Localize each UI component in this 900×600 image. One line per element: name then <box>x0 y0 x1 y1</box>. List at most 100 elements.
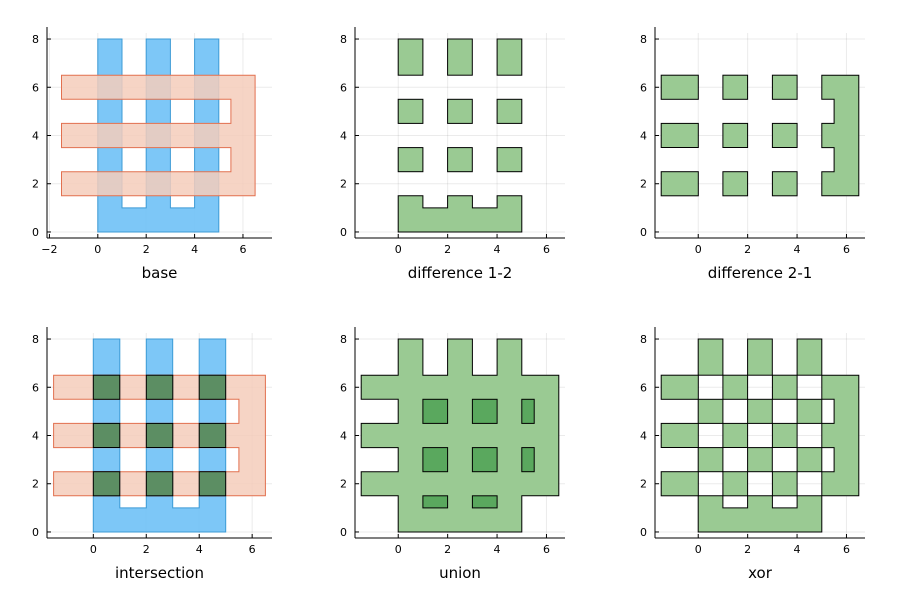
holes-rect <box>471 398 498 424</box>
y-tick-label: 4 <box>32 430 39 443</box>
x-tick-label: 2 <box>143 243 150 256</box>
x-tick-label: 4 <box>196 543 203 556</box>
x-tick-label: 2 <box>444 543 451 556</box>
holes-rect <box>422 495 449 509</box>
y-tick-label: 2 <box>340 178 347 191</box>
result-rect <box>447 38 473 76</box>
y-tick-label: 6 <box>340 381 347 394</box>
panel-difference-1-2: 0 2 4 6 0 2 4 6 8 difference 1-2 <box>340 27 565 282</box>
x-tick-label: 0 <box>695 243 702 256</box>
y-tick-label: 0 <box>640 526 647 539</box>
result-rect <box>660 471 699 497</box>
x-tick-label: 2 <box>744 543 751 556</box>
y-tick-label: 8 <box>32 333 39 346</box>
result-rect <box>771 374 798 400</box>
panel-intersection: 0 2 4 6 0 2 4 6 8 intersection <box>32 327 272 582</box>
result-rect <box>145 374 174 400</box>
y-tick-label: 8 <box>32 33 39 46</box>
result-polygon <box>697 495 823 533</box>
x-tick-label: 4 <box>794 243 801 256</box>
panel-xor: 0 2 4 6 0 2 4 6 8 xor <box>640 327 865 582</box>
y-tick-label: 6 <box>32 81 39 94</box>
x-tick-label: 0 <box>395 543 402 556</box>
result-polygon <box>360 338 560 533</box>
result-rect <box>747 447 773 473</box>
holes-rect <box>521 447 535 473</box>
result-rect <box>496 98 523 124</box>
result-rect <box>722 171 749 197</box>
y-tick-label: 8 <box>340 333 347 346</box>
result-rect <box>397 98 424 124</box>
y-tick-label: 6 <box>32 381 39 394</box>
result-rect <box>697 447 724 473</box>
y-tick-label: 8 <box>340 33 347 46</box>
x-tick-label: 6 <box>843 543 850 556</box>
x-tick-label: 0 <box>94 243 101 256</box>
y-tick-label: 6 <box>640 381 647 394</box>
panel-union: 0 2 4 6 0 2 4 6 8 union <box>340 327 565 582</box>
x-tick-label: 0 <box>695 543 702 556</box>
result-rect <box>92 422 121 448</box>
y-tick-label: 0 <box>340 526 347 539</box>
result-rect <box>660 74 699 100</box>
x-tick-label: 2 <box>444 243 451 256</box>
y-tick-label: 4 <box>640 430 647 443</box>
result-rect <box>722 122 749 149</box>
y-tick-label: 8 <box>640 33 647 46</box>
holes-rect <box>471 447 498 473</box>
result-rect <box>447 147 473 173</box>
result-rect <box>92 471 121 497</box>
x-tick-label: 6 <box>249 543 256 556</box>
y-tick-label: 4 <box>640 130 647 143</box>
result-rect <box>796 338 823 376</box>
y-tick-label: 2 <box>640 478 647 491</box>
x-tick-label: 0 <box>90 543 97 556</box>
result-rect <box>198 422 227 448</box>
result-rect <box>796 447 823 473</box>
result-rect <box>722 74 749 100</box>
holes-rect <box>471 495 498 509</box>
result-rect <box>722 471 749 497</box>
result-rect <box>697 398 724 424</box>
y-tick-label: 2 <box>640 178 647 191</box>
y-tick-label: 2 <box>340 478 347 491</box>
y-tick-label: 0 <box>340 226 347 239</box>
result-rect <box>145 422 174 448</box>
result-rect <box>660 374 699 400</box>
x-tick-label: 4 <box>794 543 801 556</box>
result-rect <box>447 98 473 124</box>
x-tick-label: 6 <box>239 243 246 256</box>
x-tick-label: 6 <box>543 243 550 256</box>
y-tick-label: 2 <box>32 178 39 191</box>
result-rect <box>747 338 773 376</box>
y-tick-label: 0 <box>32 226 39 239</box>
panel-difference-2-1: 0 2 4 6 0 2 4 6 8 difference 2-1 <box>640 27 865 282</box>
result-rect <box>722 374 749 400</box>
shape-2-polygon <box>61 74 256 197</box>
result-rect <box>722 422 749 448</box>
x-axis-label: base <box>142 264 178 282</box>
result-polygon <box>821 74 860 197</box>
result-rect <box>697 338 724 376</box>
result-polygon <box>821 374 860 497</box>
result-rect <box>660 422 699 448</box>
result-rect <box>660 122 699 149</box>
y-tick-label: 6 <box>640 81 647 94</box>
result-rect <box>796 398 823 424</box>
result-rect <box>771 122 798 149</box>
x-tick-label: 4 <box>494 543 501 556</box>
result-rect <box>747 398 773 424</box>
holes-rect <box>422 398 449 424</box>
result-polygon <box>397 195 523 233</box>
result-rect <box>771 422 798 448</box>
result-rect <box>496 147 523 173</box>
y-tick-label: 0 <box>640 226 647 239</box>
x-tick-label: 4 <box>494 243 501 256</box>
result-rect <box>771 471 798 497</box>
result-rect <box>397 147 424 173</box>
y-tick-label: 4 <box>32 130 39 143</box>
holes-rect <box>521 398 535 424</box>
result-rect <box>771 74 798 100</box>
x-axis-label: union <box>439 564 481 582</box>
